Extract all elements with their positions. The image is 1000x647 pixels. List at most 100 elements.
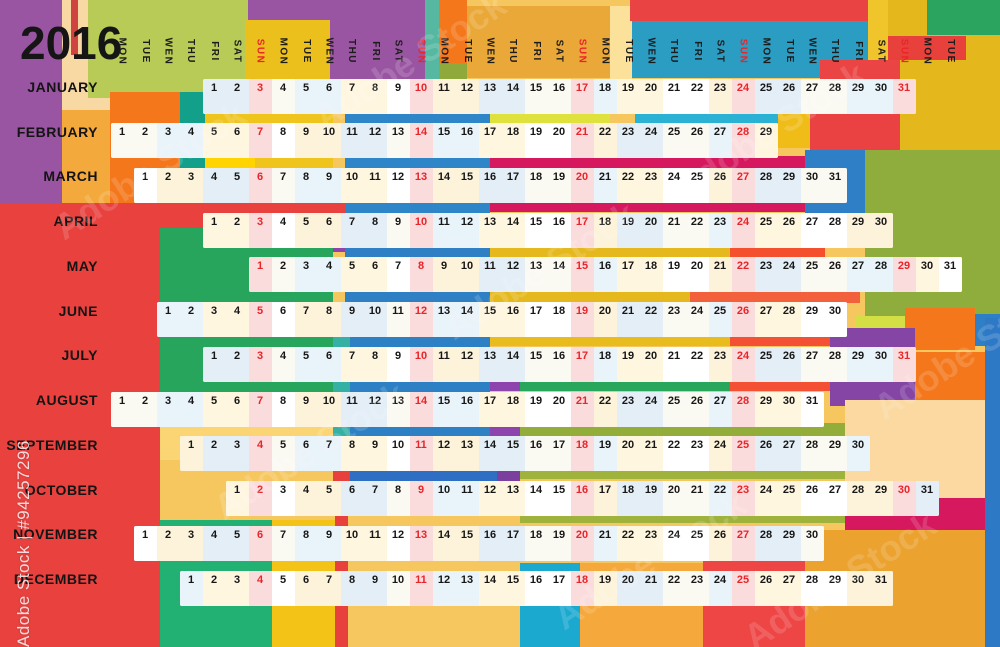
weekday-label: WEN (484, 37, 496, 65)
day-cell: 24 (708, 570, 732, 606)
day-cell: 8 (386, 481, 410, 517)
weekday-label: WEN (806, 37, 818, 65)
day-cell: 29 (754, 123, 778, 159)
day-cell: 1 (133, 525, 157, 561)
day-cell: 21 (593, 167, 617, 203)
day-cell: 1 (225, 481, 249, 517)
day-cell: 29 (846, 346, 870, 382)
day-cell: 12 (432, 570, 456, 606)
day-cell: 22 (685, 346, 709, 382)
month-label: JULY (61, 347, 98, 364)
day-cell: 1 (179, 436, 203, 472)
day-cell: 5 (202, 391, 226, 427)
day-cell: 15 (455, 525, 479, 561)
month-day-strip: 1 2 3 4 5 6 7 8 9 10 11 12 13 14 15 16 17 18 19 20 21 22 23 24 2… (110, 391, 824, 427)
weekday-header-cell: TUE (456, 28, 479, 74)
weekday-label: SUN (254, 38, 266, 64)
day-cell: 25 (685, 167, 709, 203)
day-cell: 30 (869, 346, 893, 382)
day-cell: 17 (478, 123, 502, 159)
day-cell: 21 (685, 481, 709, 517)
day-cell: 11 (409, 436, 433, 472)
background-patch (520, 514, 845, 523)
day-cell: 25 (731, 570, 755, 606)
day-cell: 16 (547, 212, 571, 248)
day-cell: 30 (823, 302, 847, 338)
day-cell: 8 (363, 212, 387, 248)
day-cell: 16 (478, 167, 502, 203)
month-day-strip: 1 2 3 4 5 6 7 8 9 10 11 12 13 14 15 16 17 18 19 20 21 22 23 24 2… (202, 346, 916, 382)
day-cell: 12 (455, 212, 479, 248)
day-cell: 28 (846, 481, 870, 517)
day-cell: 27 (800, 212, 824, 248)
day-cell: 17 (478, 391, 502, 427)
weekday-header-cell: THU (341, 28, 364, 74)
day-cell: 12 (432, 436, 456, 472)
day-cell: 30 (846, 436, 870, 472)
day-cell: 17 (570, 78, 594, 114)
day-cell: 8 (271, 391, 295, 427)
day-cell: 16 (593, 257, 617, 293)
day-cell: 26 (777, 78, 801, 114)
weekday-header-cell: FRI (847, 28, 870, 74)
day-cell: 17 (616, 257, 640, 293)
day-cell: 29 (823, 436, 847, 472)
day-cell: 11 (409, 570, 433, 606)
day-cell: 15 (570, 257, 594, 293)
day-cell: 13 (524, 257, 548, 293)
day-cell: 19 (593, 436, 617, 472)
day-cell: 14 (432, 525, 456, 561)
month-label: APRIL (53, 213, 98, 230)
day-cell: 24 (731, 78, 755, 114)
background-patch (160, 437, 180, 462)
day-cell: 26 (708, 525, 732, 561)
day-cell: 20 (685, 257, 709, 293)
day-cell: 26 (685, 391, 709, 427)
day-cell: 9 (363, 570, 387, 606)
day-cell: 23 (754, 257, 778, 293)
background-patch (71, 0, 78, 55)
background-patch (467, 6, 610, 78)
day-cell: 29 (800, 302, 824, 338)
weekday-header-cell: FRI (203, 28, 226, 74)
day-cell: 2 (179, 302, 203, 338)
day-cell: 7 (271, 167, 295, 203)
day-cell: 4 (271, 212, 295, 248)
day-cell: 26 (754, 436, 778, 472)
day-cell: 14 (409, 391, 433, 427)
day-cell: 1 (133, 167, 157, 203)
weekday-header-cell: MON (433, 28, 456, 74)
day-cell: 22 (685, 212, 709, 248)
day-cell: 17 (524, 302, 548, 338)
day-cell: 13 (501, 481, 525, 517)
day-cell: 6 (225, 123, 249, 159)
day-cell: 9 (386, 78, 410, 114)
day-cell: 11 (478, 257, 502, 293)
day-cell: 15 (432, 123, 456, 159)
day-cell: 2 (225, 212, 249, 248)
day-cell: 26 (731, 302, 755, 338)
day-cell: 21 (662, 78, 686, 114)
day-cell: 3 (225, 570, 249, 606)
day-cell: 5 (317, 481, 341, 517)
day-cell: 26 (708, 167, 732, 203)
day-cell: 27 (731, 167, 755, 203)
day-cell: 14 (478, 570, 502, 606)
day-cell: 5 (340, 257, 364, 293)
day-cell: 8 (294, 525, 318, 561)
day-cell: 15 (524, 78, 548, 114)
day-cell: 18 (593, 346, 617, 382)
day-cell: 26 (823, 257, 847, 293)
day-cell: 19 (616, 212, 640, 248)
weekday-header-cell: FRI (525, 28, 548, 74)
year-title: 2016 (20, 17, 123, 69)
day-cell: 19 (547, 167, 571, 203)
weekday-label: WEN (162, 37, 174, 65)
weekday-header-cell: FRI (686, 28, 709, 74)
day-cell: 5 (271, 436, 295, 472)
day-cell: 14 (478, 436, 502, 472)
day-cell: 18 (570, 436, 594, 472)
day-cell: 8 (271, 123, 295, 159)
day-cell: 6 (317, 346, 341, 382)
month-day-strip: 1 2 3 4 5 6 7 8 9 10 11 12 13 14 15 16 17 18 19 20 21 22 23 24 2… (179, 436, 870, 472)
